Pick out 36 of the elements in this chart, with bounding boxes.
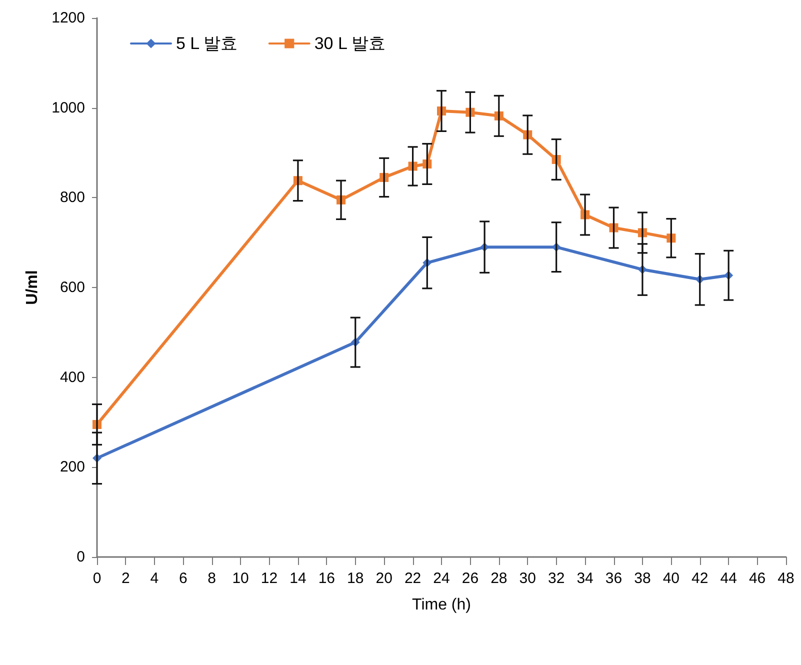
x-tick-label: 48 (778, 570, 794, 587)
x-axis-title: Time (h) (412, 596, 471, 614)
x-tick-label: 44 (720, 570, 737, 587)
y-tick-label: 1200 (52, 10, 85, 26)
x-tick-label: 40 (662, 570, 680, 587)
legend-label: 30 L 발효 (314, 34, 386, 53)
legend-label: 5 L 발효 (176, 34, 238, 53)
x-tick-label: 22 (404, 570, 422, 587)
y-tick-label: 1000 (52, 99, 85, 116)
x-tick-label: 2 (122, 570, 130, 587)
x-tick-label: 34 (576, 570, 594, 587)
y-tick-label: 200 (60, 458, 85, 476)
x-tick-label: 16 (318, 570, 336, 587)
x-tick-label: 14 (290, 570, 306, 587)
x-tick-label: 46 (748, 570, 766, 587)
x-tick-label: 30 (519, 570, 536, 587)
x-tick-label: 42 (692, 570, 708, 587)
y-tick-label: 400 (60, 368, 85, 386)
x-tick-label: 28 (490, 570, 508, 587)
y-tick-label: 800 (60, 189, 85, 206)
y-tick-label: 0 (76, 548, 85, 566)
x-tick-label: 4 (150, 570, 159, 587)
x-tick-label: 6 (178, 570, 188, 587)
x-tick-label: 10 (232, 570, 249, 587)
x-tick-label: 12 (260, 570, 278, 587)
x-tick-label: 8 (208, 570, 216, 587)
x-tick-label: 18 (347, 570, 364, 587)
x-tick-label: 0 (92, 570, 102, 587)
x-tick-label: 32 (548, 570, 565, 587)
x-tick-label: 38 (634, 570, 651, 587)
y-tick-label: 600 (60, 279, 85, 296)
y-axis-title: U/ml (24, 270, 42, 305)
x-tick-label: 26 (462, 570, 479, 587)
x-tick-label: 36 (605, 570, 622, 587)
x-tick-label: 24 (433, 570, 450, 587)
x-tick-label: 20 (376, 570, 392, 587)
